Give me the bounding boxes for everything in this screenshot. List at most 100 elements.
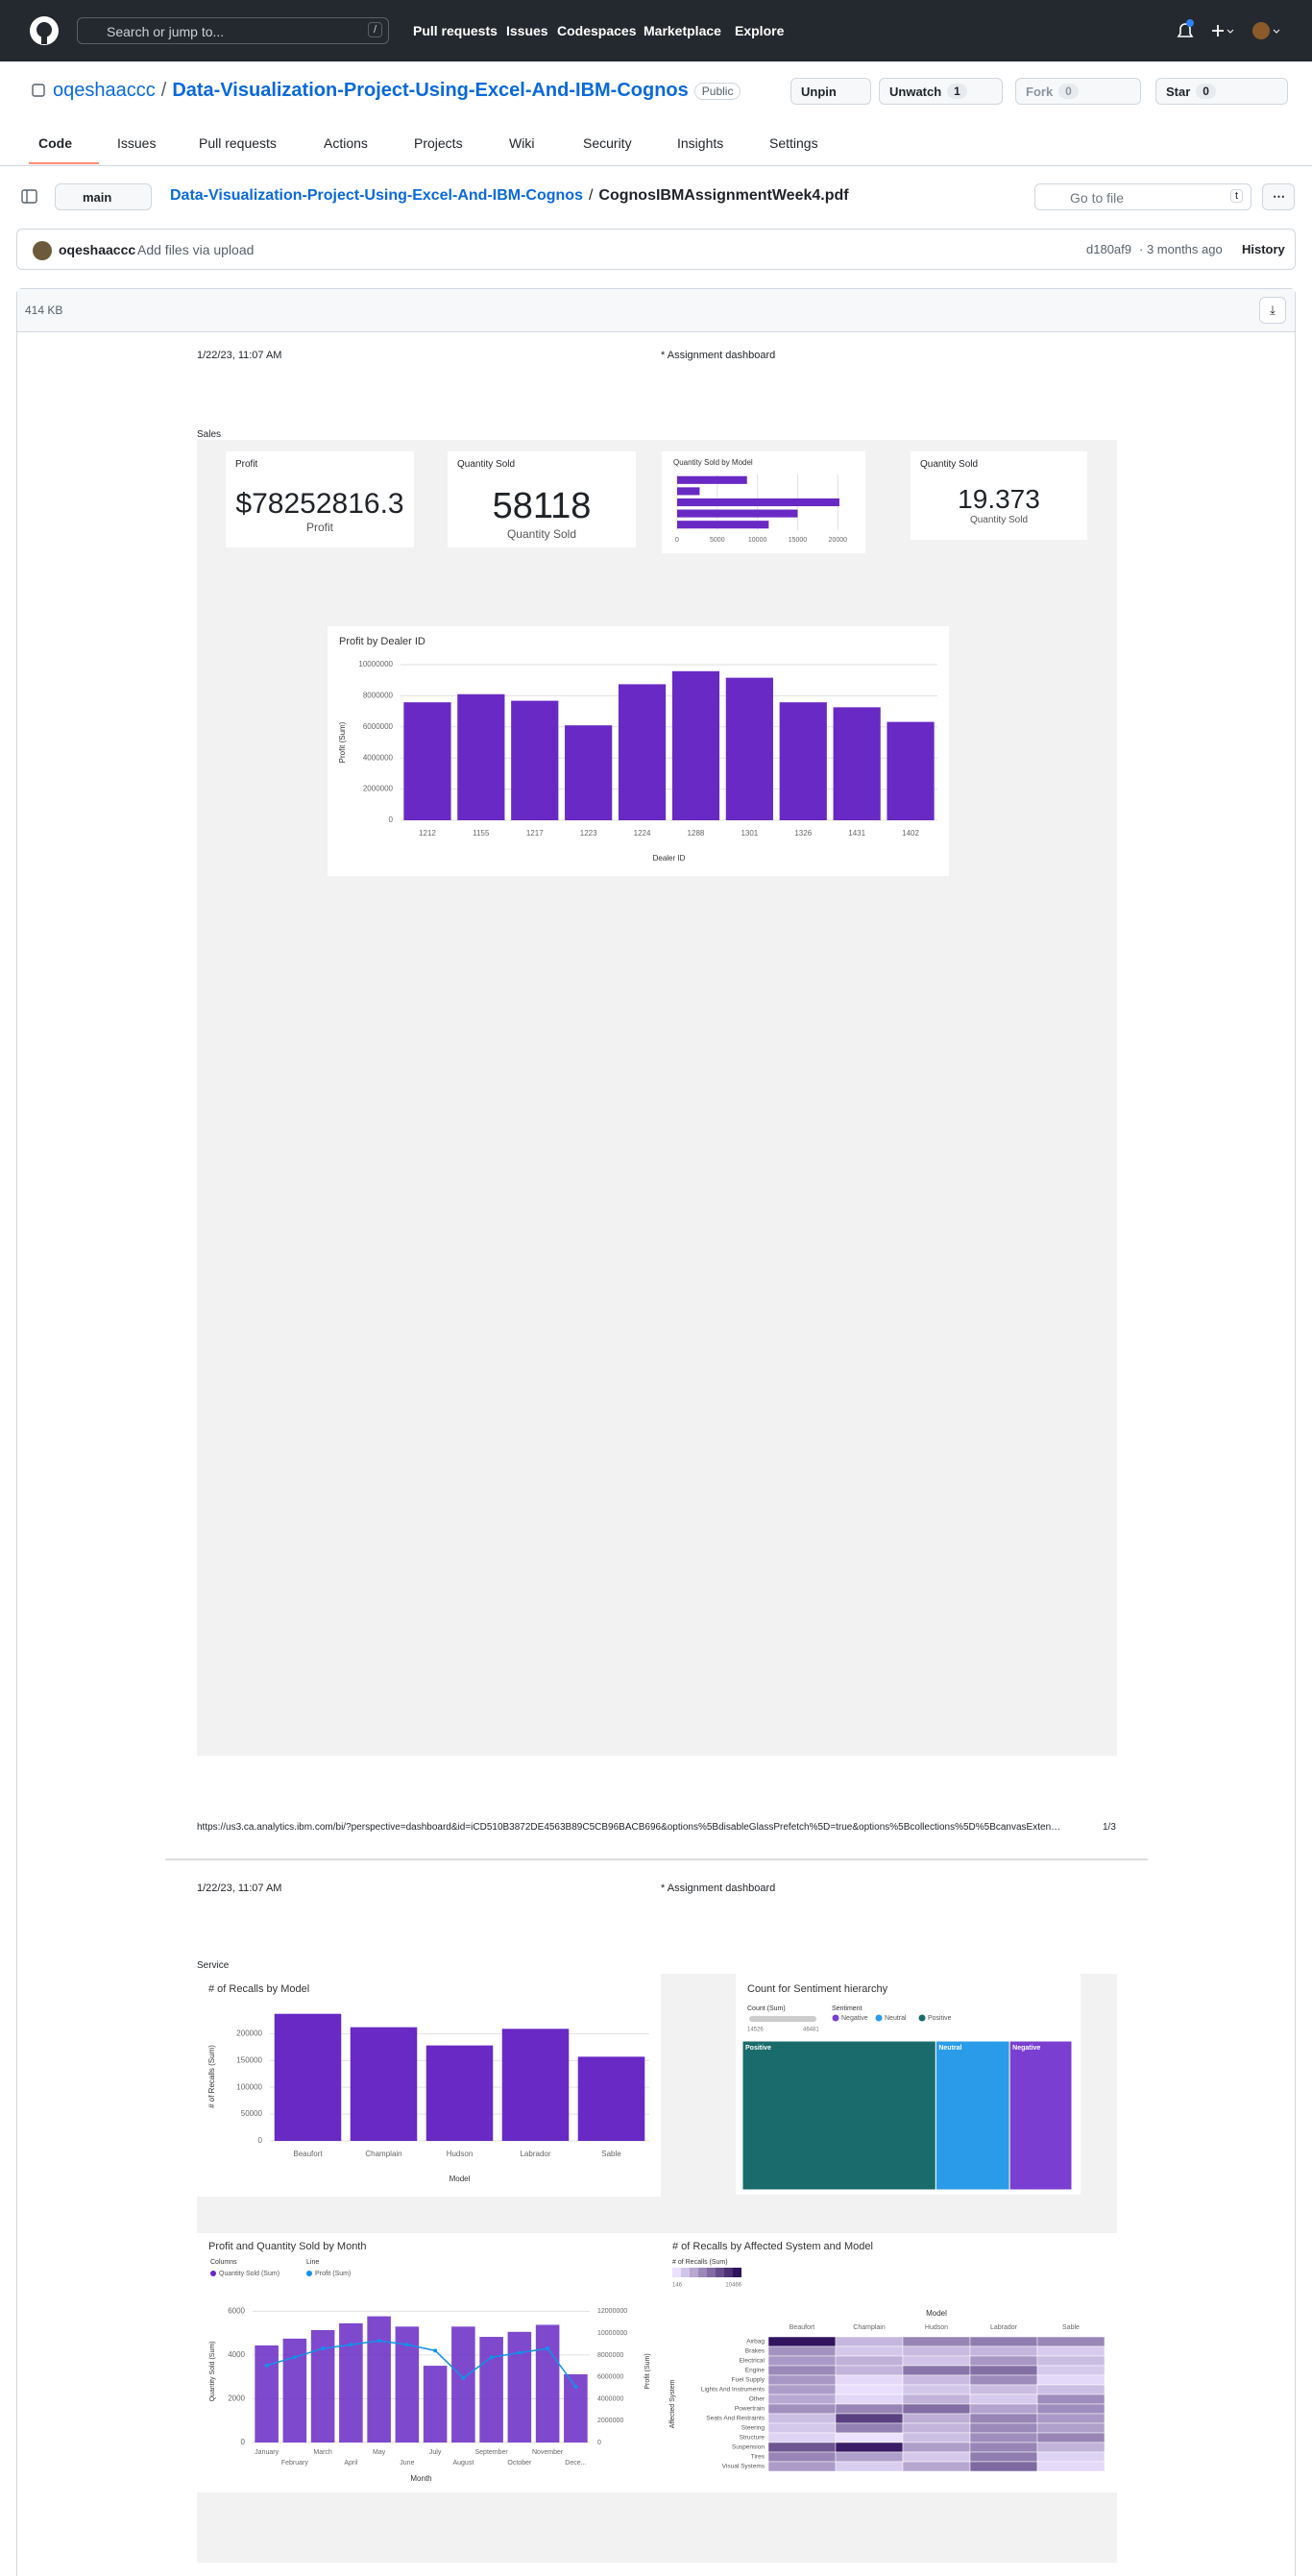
kpi-caption: Quantity Sold — [506, 527, 577, 541]
tab[interactable]: Issues — [117, 135, 157, 151]
x-axis-label: Dealer ID — [653, 854, 686, 863]
heat-cell — [1036, 2345, 1105, 2357]
column-label: Beaufort — [790, 2324, 815, 2331]
heat-cell — [767, 2365, 837, 2376]
x-axis-label: Month — [410, 2474, 431, 2483]
bar — [564, 2373, 588, 2442]
bar — [423, 2366, 448, 2442]
star-button[interactable]: Star 0 — [1155, 78, 1288, 105]
branch: main — [83, 189, 112, 205]
heat-cell — [835, 2461, 904, 2472]
heat-cell — [902, 2394, 971, 2405]
heat-cell — [969, 2355, 1038, 2367]
history-link[interactable]: History — [1242, 242, 1285, 256]
bar — [779, 702, 827, 820]
bar — [274, 2013, 342, 2141]
legend-label: Quantity Sold (Sum) — [219, 2271, 279, 2277]
kpi-value: $78252816.3 — [235, 488, 404, 520]
row-label: Powertrain — [735, 2406, 765, 2413]
y-tick-label: 4000000 — [363, 753, 394, 762]
file-size: 414 KB — [25, 304, 63, 317]
tab[interactable]: Settings — [769, 135, 818, 151]
heat-cell — [1036, 2432, 1105, 2443]
y-tick-label: 200000 — [236, 2029, 262, 2037]
nav-link[interactable]: Codespaces — [557, 23, 637, 38]
tab[interactable]: Insights — [677, 135, 724, 151]
search-key: / — [367, 22, 382, 37]
y-axis-label: Affected System — [669, 2379, 676, 2428]
github-logo[interactable] — [29, 15, 60, 46]
bar — [451, 2326, 475, 2442]
line-point — [321, 2346, 326, 2351]
legend-swatch — [832, 2014, 839, 2022]
repo-name[interactable]: Data-Visualization-Project-Using-Excel-A… — [172, 80, 689, 101]
heat-cell — [969, 2442, 1038, 2453]
x-tick-label: July — [429, 2449, 442, 2456]
sidebar-toggle[interactable] — [21, 188, 38, 206]
branch-button[interactable]: main — [55, 183, 152, 210]
tab[interactable]: Actions — [324, 135, 368, 151]
x-tick-label: October — [507, 2460, 532, 2467]
tab[interactable]: Pull requests — [199, 135, 277, 151]
heat-cell — [767, 2422, 837, 2434]
commit-message[interactable]: Add files via upload — [137, 242, 255, 257]
tab[interactable]: Code — [38, 135, 72, 151]
heat-cell — [969, 2403, 1038, 2415]
legend-swatch — [733, 2268, 741, 2277]
y2-tick-label: 10000000 — [597, 2330, 627, 2337]
heat-cell — [902, 2384, 971, 2395]
chart: # of Recalls by Model 0 50000 100000 150000 2… — [197, 1974, 661, 2197]
separator: / — [160, 80, 167, 101]
more-button[interactable]: ⋯ — [1262, 183, 1295, 210]
bar — [501, 2029, 570, 2141]
go-to-file[interactable]: Go to file t — [1034, 183, 1251, 210]
nav-link[interactable]: Pull requests — [413, 23, 498, 38]
nav-link[interactable]: Explore — [735, 23, 785, 38]
heat-cell — [767, 2355, 837, 2367]
repo-link[interactable]: Data-Visualization-Project-Using-Excel-A… — [170, 187, 583, 204]
heat-cell — [1036, 2384, 1105, 2395]
heat-cell — [835, 2394, 904, 2405]
y-tick-label: 50000 — [241, 2109, 263, 2118]
fork-button[interactable]: Fork 0 — [1015, 78, 1141, 105]
heat-cell — [1036, 2374, 1105, 2386]
tab[interactable]: Projects — [414, 135, 463, 151]
nav-link[interactable]: Marketplace — [644, 23, 721, 38]
x-tick-label: Hudson — [447, 2150, 474, 2158]
heat-cell — [835, 2422, 904, 2434]
repo-owner[interactable]: oqeshaaccc — [53, 80, 156, 101]
heat-cell — [767, 2413, 837, 2424]
legend-swatch — [210, 2271, 216, 2276]
bar — [507, 2331, 532, 2442]
heat-cell — [835, 2413, 904, 2424]
line-point — [264, 2363, 269, 2368]
legend-label: Neutral — [885, 2015, 907, 2022]
heat-cell — [835, 2374, 904, 2386]
search-box[interactable]: Search or jump to... / — [77, 17, 389, 44]
bar — [677, 498, 839, 507]
row-label: Brakes — [745, 2348, 765, 2355]
chart: Quantity Sold by Model 0 5000 10000 15000 200… — [662, 451, 865, 553]
y-tick-label: 6000000 — [363, 722, 394, 731]
heat-cell — [835, 2336, 904, 2347]
y2-tick-label: 12000000 — [597, 2308, 627, 2315]
tab[interactable]: Wiki — [509, 135, 535, 151]
nav-link[interactable]: Issues — [506, 23, 548, 38]
watch-button[interactable]: Unwatch 1 — [879, 78, 1003, 105]
bar — [677, 509, 798, 518]
x-tick-label: 10000 — [748, 537, 767, 544]
y-tick-label: 0 — [258, 2136, 263, 2145]
download-button[interactable]: ⤓ — [1259, 297, 1286, 324]
legend-group: Line — [306, 2259, 319, 2266]
header-icons[interactable] — [1174, 19, 1289, 42]
commit-sha[interactable]: d180af9 — [1086, 242, 1131, 256]
heat-cell — [902, 2432, 971, 2443]
unpin-button[interactable]: Unpin — [790, 78, 871, 105]
bar — [425, 2045, 494, 2141]
y-axis-label: Profit (Sum) — [338, 721, 347, 763]
commit-author[interactable]: oqeshaaccc — [59, 242, 136, 257]
kpi-card: Profit $78252816.3 Profit — [226, 451, 414, 547]
legend-title: Sentiment — [832, 2005, 863, 2012]
tab[interactable]: Security — [583, 135, 632, 151]
